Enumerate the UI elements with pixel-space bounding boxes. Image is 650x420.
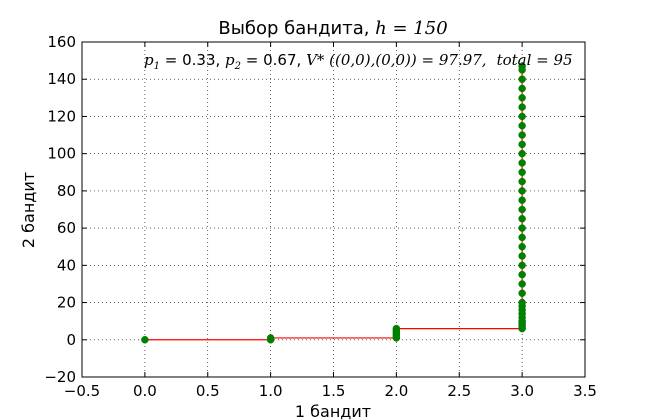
data-point [518, 224, 526, 232]
chart-title-text: Выбор бандита, [218, 18, 375, 39]
data-point [518, 233, 526, 242]
annot-p1-label: p [144, 51, 154, 69]
data-point [518, 168, 526, 177]
data-point [518, 298, 526, 307]
data-point [518, 103, 526, 111]
data-point [518, 196, 526, 204]
data-point [518, 94, 526, 102]
x-tick-label: 2.0 [384, 382, 408, 400]
ticks [81, 41, 586, 378]
y-tick-label: 40 [57, 256, 76, 274]
x-tick-label: 0.0 [133, 382, 157, 400]
annot-v-text: V* ((0,0),(0,0)) = 97.97, [306, 51, 487, 69]
series-layer [141, 62, 526, 344]
data-point [518, 215, 526, 223]
data-point [518, 149, 526, 158]
data-point [518, 187, 526, 195]
grid [82, 42, 585, 377]
annot-p2-sub: 2 [234, 61, 241, 72]
data-point [518, 122, 526, 130]
data-point [518, 131, 526, 139]
data-point [518, 242, 526, 251]
y-tick-label: 120 [47, 107, 76, 125]
x-tick-label: 1.0 [259, 382, 283, 400]
data-point [518, 75, 526, 83]
data-point [518, 261, 526, 270]
data-point [518, 280, 526, 288]
y-tick-label: −20 [44, 368, 76, 386]
annot-p1-value: = 0.33, [160, 51, 225, 69]
data-point [518, 84, 526, 93]
data-point [392, 324, 401, 333]
y-tick-label: 20 [57, 294, 76, 312]
annot-p1-sub: 1 [154, 61, 160, 72]
data-point [518, 112, 526, 121]
y-tick-label: 60 [57, 219, 76, 237]
data-point [518, 289, 526, 297]
y-tick-label: 80 [57, 182, 76, 200]
x-axis-label: 1 бандит [295, 402, 371, 420]
y-tick-label: 160 [47, 33, 76, 51]
y-axis-label: 2 бандит [19, 172, 38, 248]
x-tick-label: 0.5 [196, 382, 220, 400]
x-tick-label: 3.0 [510, 382, 534, 400]
data-point [518, 205, 526, 214]
chart-title: Выбор бандита, h = 150 [218, 18, 447, 39]
x-tick-label: 3.5 [573, 382, 597, 400]
x-tick-label: 2.5 [447, 382, 471, 400]
annot-total-text: total = 95 [497, 51, 573, 69]
data-point [266, 334, 275, 342]
data-point [141, 336, 149, 344]
y-tick-label: 0 [66, 331, 76, 349]
data-point [518, 270, 526, 279]
data-point [518, 177, 526, 186]
annot-p2-label: p [225, 51, 235, 69]
tick-labels: −0.5 0.0 0.5 1.0 1.5 2.0 2.5 3.0 3.5 −20 0 20 40 60 80… [44, 33, 597, 400]
y-tick-label: 100 [47, 145, 76, 163]
x-tick-label: 1.5 [322, 382, 346, 400]
chart-annotation: p1 = 0.33, p2 = 0.67, V* ((0,0),(0,0)) =… [144, 51, 573, 72]
data-point [518, 140, 526, 149]
data-point [518, 62, 526, 70]
data-point [518, 252, 526, 260]
chart-title-math: h = 150 [375, 18, 447, 39]
x-tick-label: −0.5 [64, 382, 100, 400]
annot-p2-value: = 0.67, [241, 51, 306, 69]
data-point [518, 159, 526, 167]
y-tick-label: 140 [47, 70, 76, 88]
